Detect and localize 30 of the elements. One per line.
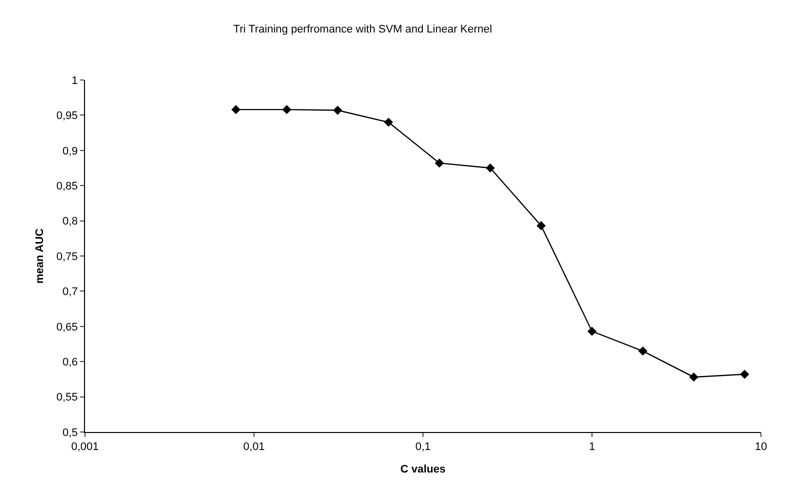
- y-tick-label: 1: [72, 74, 78, 87]
- point: [638, 346, 648, 356]
- y-axis-title: mean AUC: [34, 228, 46, 284]
- y-tick-label: 0,95: [56, 110, 78, 122]
- point: [384, 118, 394, 127]
- x-tick-label: 10: [754, 441, 768, 454]
- point: [231, 105, 240, 114]
- x-tick-label: 1: [588, 441, 596, 454]
- point: [689, 372, 698, 382]
- x-tick-label: 0,001: [71, 441, 99, 454]
- y-tick-label: 0,65: [56, 321, 78, 334]
- point: [333, 106, 342, 115]
- point: [486, 163, 495, 173]
- point: [536, 221, 546, 230]
- x-axis-title: C values: [400, 463, 446, 476]
- y-tick-label: 0,7: [62, 286, 78, 298]
- point: [282, 105, 292, 114]
- chart-title: Tri Training perfromance with SVM and Linear Kernel: [233, 23, 492, 36]
- y-tick-label: 0,55: [56, 392, 78, 404]
- y-tick-label: 0,6: [62, 356, 78, 368]
- y-tick-label: 0,5: [62, 426, 78, 439]
- y-tick-label: 0,8: [62, 216, 78, 228]
- point: [434, 158, 444, 168]
- point: [740, 370, 750, 379]
- y-tick-label: 0,85: [56, 180, 78, 192]
- point: [587, 326, 597, 336]
- x-tick-label: 0,01: [243, 441, 265, 454]
- y-tick-label: 0,75: [56, 250, 78, 263]
- x-tick-label: 0,1: [415, 441, 431, 454]
- y-tick-label: 0,9: [62, 145, 78, 158]
